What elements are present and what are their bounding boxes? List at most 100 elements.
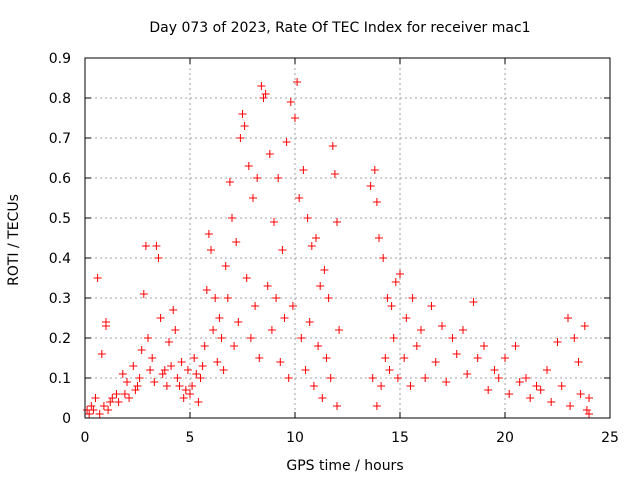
data-point [93,274,102,282]
data-point [379,254,388,262]
data-point [408,294,417,302]
data-point [576,390,585,398]
data-point [87,402,96,410]
data-point [173,374,182,382]
data-point [324,294,333,302]
data-point [448,334,457,342]
data-point [469,298,478,306]
data-point [536,386,545,394]
data-point [570,334,579,342]
data-point [171,326,180,334]
data-point [150,378,159,386]
data-point [314,342,323,350]
data-point [198,362,207,370]
data-point [152,242,161,250]
data-point [312,234,320,242]
data-point [366,182,375,190]
data-point [480,342,488,350]
data-point [383,294,392,302]
data-point [158,370,167,378]
data-point [301,366,310,374]
data-point [240,122,249,130]
y-tick-label: 0.5 [49,211,71,227]
data-point [333,402,341,410]
x-tick-label: 10 [286,430,304,446]
data-point [253,174,262,182]
data-point [194,398,203,406]
y-tick-label: 0 [62,411,71,427]
data-point [291,114,299,122]
data-point [391,278,400,286]
data-point [217,334,226,342]
data-point [553,338,562,346]
data-point [204,230,213,238]
data-point [370,166,379,174]
data-point [274,174,283,182]
data-point [154,254,163,262]
data-point [236,134,245,142]
data-point [330,170,339,178]
y-tick-label: 0.8 [49,91,71,107]
data-point [114,398,123,406]
data-point [368,374,377,382]
data-point [438,322,446,330]
data-point [566,402,575,410]
data-point [104,406,113,414]
axis-ticks: 0 5 10 15 20 25 0 0.1 0.2 0.3 0.4 0.5 0.6 0.7 0.8 0.9 [49,51,619,446]
data-point [137,346,146,354]
data-point [515,378,524,386]
y-tick-label: 0.3 [49,291,71,307]
data-point [165,338,173,346]
data-point [309,382,318,390]
data-point [284,374,293,382]
data-point [417,326,425,334]
data-point [200,342,209,350]
data-point [141,242,150,250]
data-point [303,214,312,222]
data-point [585,410,593,418]
data-point [106,398,115,406]
data-point [99,402,108,410]
data-point [286,98,295,106]
x-tick-label: 15 [391,430,409,446]
data-point [135,374,144,382]
data-point [257,82,266,90]
data-point [249,194,257,202]
data-point [297,334,306,342]
data-point [181,386,190,394]
data-point [463,370,472,378]
data-point [209,326,218,334]
data-point [505,390,514,398]
data-points [83,78,593,418]
data-point [372,402,381,410]
data-point [280,314,289,322]
data-point [85,410,94,418]
data-point [582,406,591,414]
data-point [213,358,222,366]
data-point [190,354,199,362]
y-tick-label: 0.9 [49,51,71,67]
data-point [318,394,327,402]
data-point [255,354,264,362]
data-point [186,390,194,398]
data-point [393,374,402,382]
data-point [322,354,331,362]
data-point [207,246,215,254]
data-point [522,374,530,382]
data-point [278,246,287,254]
data-point [242,274,251,282]
data-point [372,198,381,206]
data-point [511,342,520,350]
data-point [484,386,493,394]
data-point [156,314,165,322]
data-point [387,302,396,310]
data-point [526,394,535,402]
data-point [183,366,192,374]
data-point [406,382,415,390]
data-point [396,270,404,278]
grid [85,58,610,418]
data-point [333,218,341,226]
data-point [175,382,184,390]
y-axis-label: ROTI / TECUs [6,194,22,286]
